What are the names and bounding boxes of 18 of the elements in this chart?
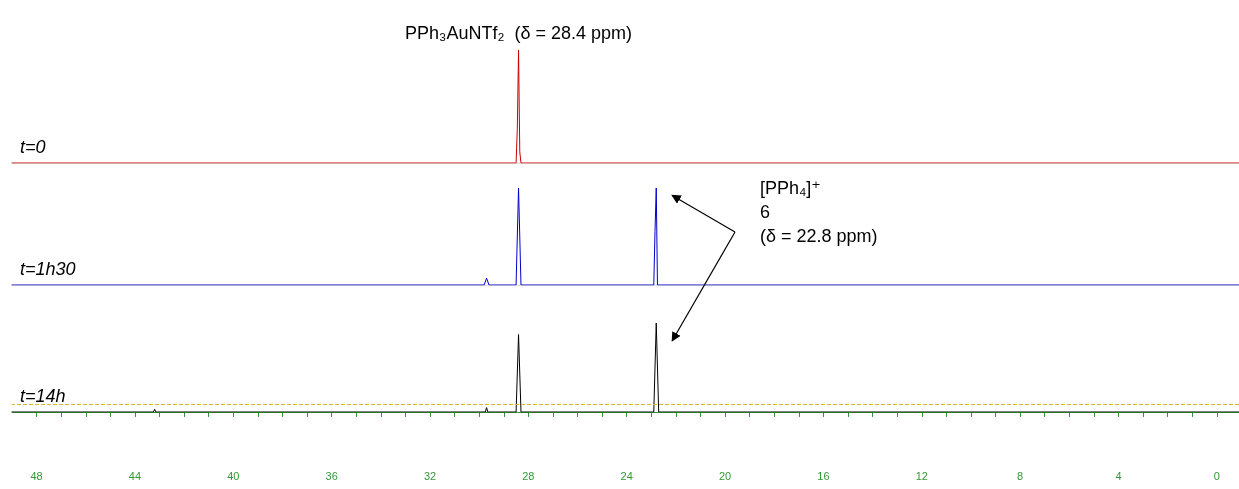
x-tick-label: 44 [128, 469, 142, 482]
x-tick-label: 20 [718, 469, 732, 482]
x-tick-label: 12 [915, 469, 928, 482]
annotation: PPh₃AuNTf₂ (δ = 28.4 ppm) [405, 23, 633, 43]
x-tick-label: 4 [1115, 469, 1122, 482]
x-tick-label: 16 [817, 469, 830, 482]
series-label: t=14h [20, 386, 66, 406]
x-tick-label: 0 [1213, 469, 1220, 482]
x-tick-label: 28 [522, 469, 535, 482]
series-label: t=0 [20, 137, 46, 157]
x-tick-label: 32 [423, 469, 437, 482]
x-tick-label: 48 [30, 469, 43, 482]
series-label: t=1h30 [20, 259, 76, 279]
x-tick-label: 8 [1017, 469, 1024, 482]
annotation: [PPh₄]⁺ 6 (δ = 22.8 ppm) [760, 178, 878, 246]
x-tick-label: 40 [227, 469, 240, 482]
x-tick-label: 24 [620, 469, 633, 482]
x-tick-label: 36 [325, 469, 338, 482]
